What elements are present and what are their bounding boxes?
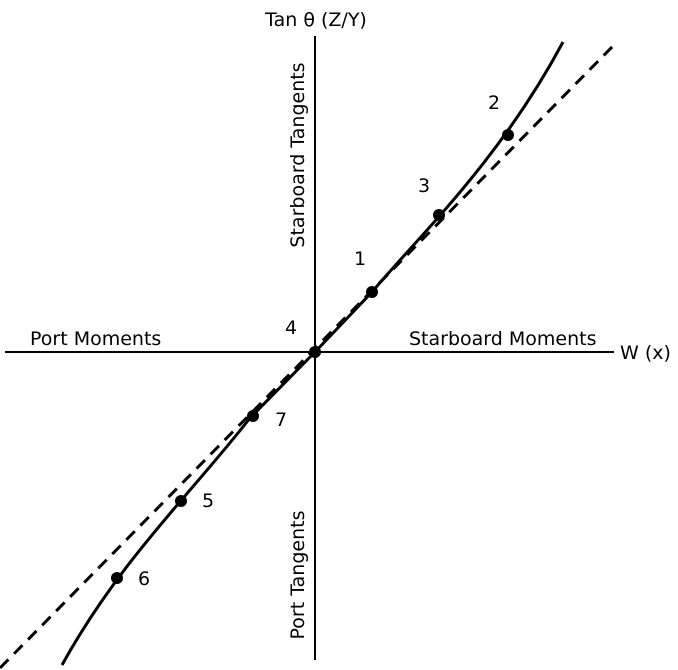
starboard-moments-label: Starboard Moments — [409, 328, 596, 350]
port-moments-label: Port Moments — [30, 328, 161, 350]
data-point-1 — [366, 286, 378, 298]
point-label-6: 6 — [138, 568, 150, 590]
dashed-reference-line — [0, 42, 617, 670]
vertical-axis-title: Tan θ (Z/Y) — [264, 9, 367, 31]
data-point-5 — [175, 495, 187, 507]
horizontal-axis-title: W (x) — [620, 342, 671, 364]
point-label-7: 7 — [275, 409, 287, 431]
point-label-5: 5 — [202, 490, 214, 512]
point-label-2: 2 — [488, 92, 500, 114]
point-label-1: 1 — [354, 248, 366, 270]
point-label-4: 4 — [285, 317, 297, 339]
data-point-2 — [502, 129, 514, 141]
data-point-7 — [247, 410, 259, 422]
data-point-4 — [309, 346, 321, 358]
data-point-6 — [111, 572, 123, 584]
point-label-3: 3 — [418, 175, 430, 197]
starboard-tangents-label: Starboard Tangents — [287, 62, 309, 247]
port-tangents-label: Port Tangents — [287, 511, 309, 640]
data-point-3 — [433, 209, 445, 221]
